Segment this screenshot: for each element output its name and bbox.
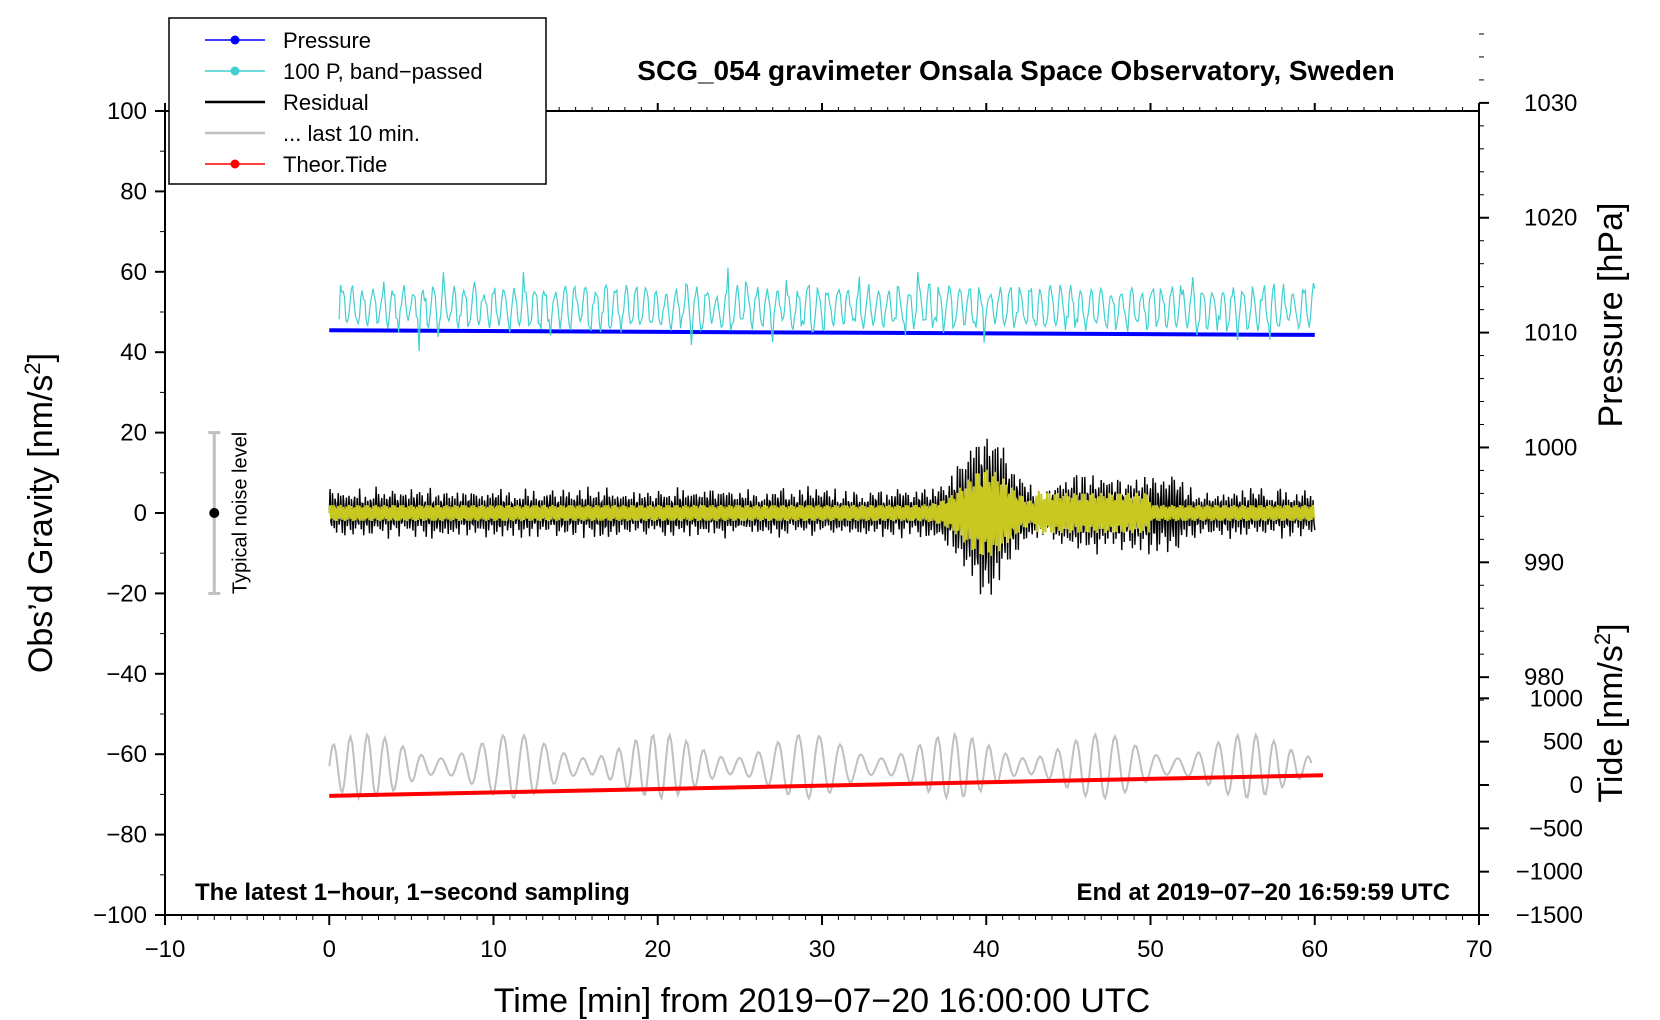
legend-label: ... last 10 min. xyxy=(283,121,420,146)
x-tick-label: 50 xyxy=(1137,936,1164,963)
x-tick-label: 30 xyxy=(809,936,836,963)
pressure-tick-label: 1010 xyxy=(1524,320,1577,347)
note-left: The latest 1−hour, 1−second sampling xyxy=(195,879,630,906)
legend-item: Theor.Tide xyxy=(205,152,387,177)
pressure-tick-label: 980 xyxy=(1524,664,1564,691)
tide-tick-label: 500 xyxy=(1543,729,1583,756)
y-tick-label: 60 xyxy=(120,259,147,286)
x-axis-label: Time [min] from 2019−07−20 16:00:00 UTC xyxy=(494,982,1150,1020)
y-tick-label: −100 xyxy=(93,902,147,929)
x-tick-label: 10 xyxy=(480,936,507,963)
legend-item: Pressure xyxy=(205,28,371,53)
x-tick-label: −10 xyxy=(145,936,186,963)
tide-tick-label: −500 xyxy=(1529,815,1583,842)
y-axis-label-tide: Tide [nm/s2] xyxy=(1590,623,1630,802)
legend-swatch-dot xyxy=(230,35,240,45)
chart-title: SCG_054 gravimeter Onsala Space Observat… xyxy=(637,55,1394,86)
tide-tick-label: −1000 xyxy=(1516,859,1583,886)
legend-item: Residual xyxy=(205,90,369,115)
noise-bar-label: Typical noise level xyxy=(229,432,251,594)
note-right: End at 2019−07−20 16:59:59 UTC xyxy=(1076,879,1450,906)
series-last-10-min xyxy=(328,731,1313,802)
pressure-tick-label: 1020 xyxy=(1524,205,1577,232)
legend-swatch-dot xyxy=(230,159,240,169)
x-tick-label: 20 xyxy=(644,936,671,963)
pressure-tick-label: 1000 xyxy=(1524,434,1577,461)
y-tick-label: 20 xyxy=(120,420,147,447)
x-tick-label: 40 xyxy=(973,936,1000,963)
series-pressure xyxy=(329,328,1315,337)
y-tick-label: 100 xyxy=(107,98,147,125)
series-band-passed-pressure xyxy=(338,267,1316,352)
legend-item: 100 P, band−passed xyxy=(205,59,483,84)
tide-tick-label: 0 xyxy=(1570,772,1583,799)
y-axis-label-left: Obs’d Gravity [nm/s2] xyxy=(20,353,60,673)
y-tick-label: −60 xyxy=(106,741,147,768)
y-axis-label-pressure: Pressure [hPa] xyxy=(1592,203,1630,428)
noise-bar: Typical noise level xyxy=(208,431,251,595)
x-tick-label: 60 xyxy=(1301,936,1328,963)
axis-ticks: −10 0 10 20 30 40 50 60 70−100−80−60−40−20020406… xyxy=(93,33,1583,963)
legend-items: Pressure 100 P, band−passed Residual ... la… xyxy=(205,28,483,177)
pressure-tick-label: 990 xyxy=(1524,549,1564,576)
y-tick-label: −40 xyxy=(106,661,147,688)
legend-label: Pressure xyxy=(283,28,371,53)
legend-label: 100 P, band−passed xyxy=(283,59,483,84)
series-residual-smoothed xyxy=(328,469,1316,557)
legend-swatch-dot xyxy=(230,66,240,76)
x-tick-label: 70 xyxy=(1466,936,1493,963)
legend-item: ... last 10 min. xyxy=(205,121,420,146)
tide-tick-label: −1500 xyxy=(1516,902,1583,929)
series-theor-tide xyxy=(329,773,1324,798)
x-tick-label: 0 xyxy=(323,936,336,963)
y-tick-label: 0 xyxy=(134,500,147,527)
legend: Pressure 100 P, band−passed Residual ... la… xyxy=(168,17,547,185)
y-tick-label: −80 xyxy=(106,822,147,849)
y-tick-label: 40 xyxy=(120,339,147,366)
legend-label: Residual xyxy=(283,90,369,115)
series-layer xyxy=(328,267,1324,802)
legend-label: Theor.Tide xyxy=(283,152,387,177)
pressure-tick-label: 1030 xyxy=(1524,90,1577,117)
y-tick-label: 80 xyxy=(120,178,147,205)
y-tick-label: −20 xyxy=(106,580,147,607)
tide-tick-label: 1000 xyxy=(1530,685,1583,712)
noise-bar-center-dot xyxy=(209,508,220,518)
